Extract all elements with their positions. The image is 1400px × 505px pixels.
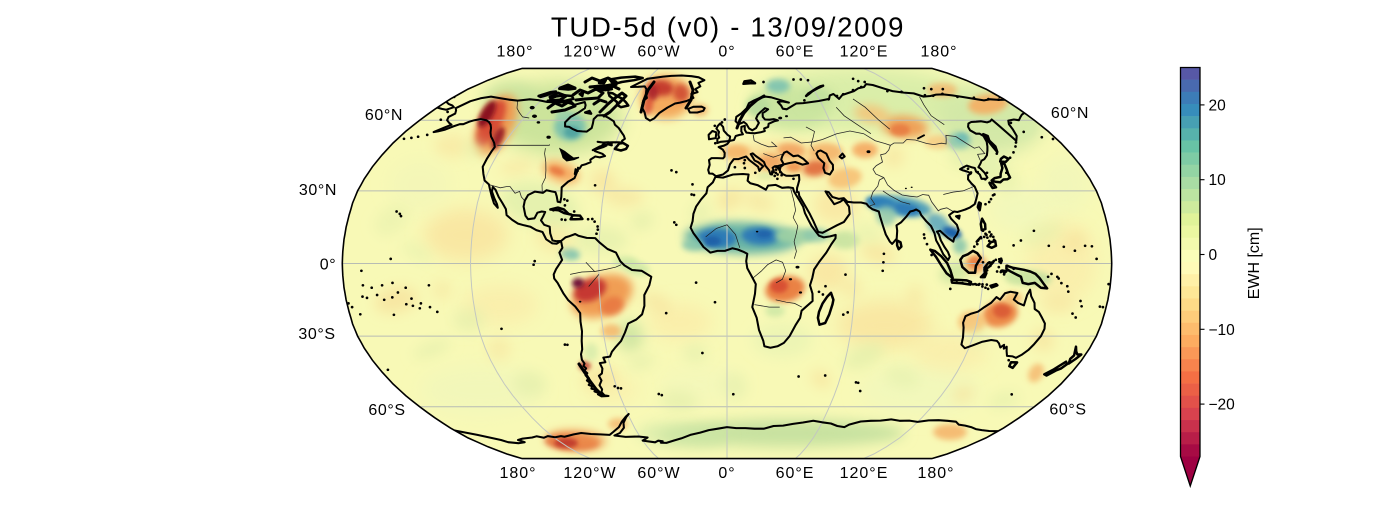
svg-text:180°: 180° — [496, 44, 533, 61]
svg-text:30°S: 30°S — [298, 326, 335, 343]
svg-text:60°W: 60°W — [637, 44, 680, 61]
svg-text:0°: 0° — [320, 257, 337, 274]
svg-text:120°E: 120°E — [840, 44, 889, 61]
svg-text:120°W: 120°W — [563, 465, 616, 482]
svg-text:−10: −10 — [1209, 322, 1236, 339]
svg-text:180°: 180° — [499, 465, 536, 482]
svg-text:180°: 180° — [920, 44, 957, 61]
svg-text:60°E: 60°E — [776, 465, 815, 482]
svg-text:120°W: 120°W — [563, 44, 616, 61]
svg-text:−20: −20 — [1209, 397, 1236, 414]
svg-text:0°: 0° — [718, 465, 735, 482]
svg-text:60°E: 60°E — [776, 44, 815, 61]
svg-text:60°S: 60°S — [1049, 402, 1086, 419]
svg-text:0: 0 — [1209, 247, 1218, 264]
svg-text:0°: 0° — [718, 44, 735, 61]
svg-text:180°: 180° — [917, 465, 954, 482]
svg-text:120°E: 120°E — [840, 465, 889, 482]
svg-text:60°W: 60°W — [637, 465, 680, 482]
svg-text:60°N: 60°N — [1051, 105, 1089, 122]
svg-text:60°S: 60°S — [368, 402, 405, 419]
svg-text:30°N: 30°N — [299, 182, 337, 199]
svg-text:20: 20 — [1209, 97, 1227, 114]
svg-text:60°N: 60°N — [365, 107, 403, 124]
svg-text:10: 10 — [1209, 172, 1227, 189]
svg-text:TUD-5d (v0) - 13/09/2009: TUD-5d (v0) - 13/09/2009 — [551, 12, 905, 43]
svg-text:EWH [cm]: EWH [cm] — [1246, 227, 1263, 299]
